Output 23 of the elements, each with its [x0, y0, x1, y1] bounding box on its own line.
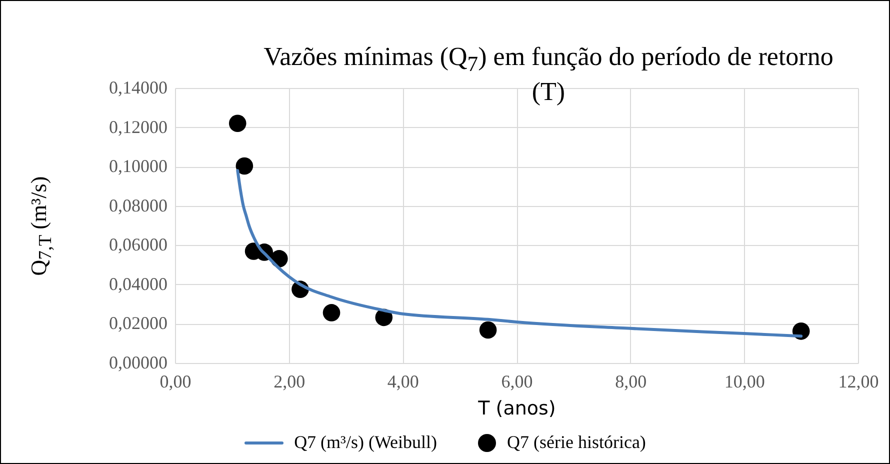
legend-label: Q7 (série histórica) — [506, 432, 646, 453]
x-tick-label: 2,00 — [274, 372, 306, 392]
point — [479, 321, 497, 339]
y-tick-label: 0,10000 — [109, 156, 168, 176]
point — [236, 157, 254, 175]
y-tick-label: 0,02000 — [109, 313, 168, 334]
point — [228, 114, 246, 132]
x-tick-label: 12,00 — [838, 372, 879, 392]
x-tick-label: 4,00 — [387, 372, 419, 392]
chart-title: Vazões mínimas (Q$_{7}$) em função do período de retorno (T) — [262, 42, 834, 106]
x-tick-label: 8,00 — [615, 372, 647, 392]
legend-label: Q7 (m³/s) (Weibull) — [294, 432, 437, 453]
x-tick-label: 6,00 — [501, 372, 533, 392]
y-tick-label: 0,04000 — [109, 274, 168, 294]
y-tick-label: 0,00000 — [109, 352, 168, 372]
x-tick-label: 10,00 — [724, 372, 765, 392]
x-axis-title: T (anos) — [477, 398, 556, 420]
x-tick-label: 0,00 — [160, 372, 192, 392]
y-tick-label: 0,06000 — [109, 234, 168, 255]
y-tick-label: 0,12000 — [109, 116, 168, 137]
y-tick-label: 0,08000 — [109, 195, 168, 216]
y-tick-label: 0,14000 — [109, 78, 168, 98]
point — [322, 304, 340, 322]
